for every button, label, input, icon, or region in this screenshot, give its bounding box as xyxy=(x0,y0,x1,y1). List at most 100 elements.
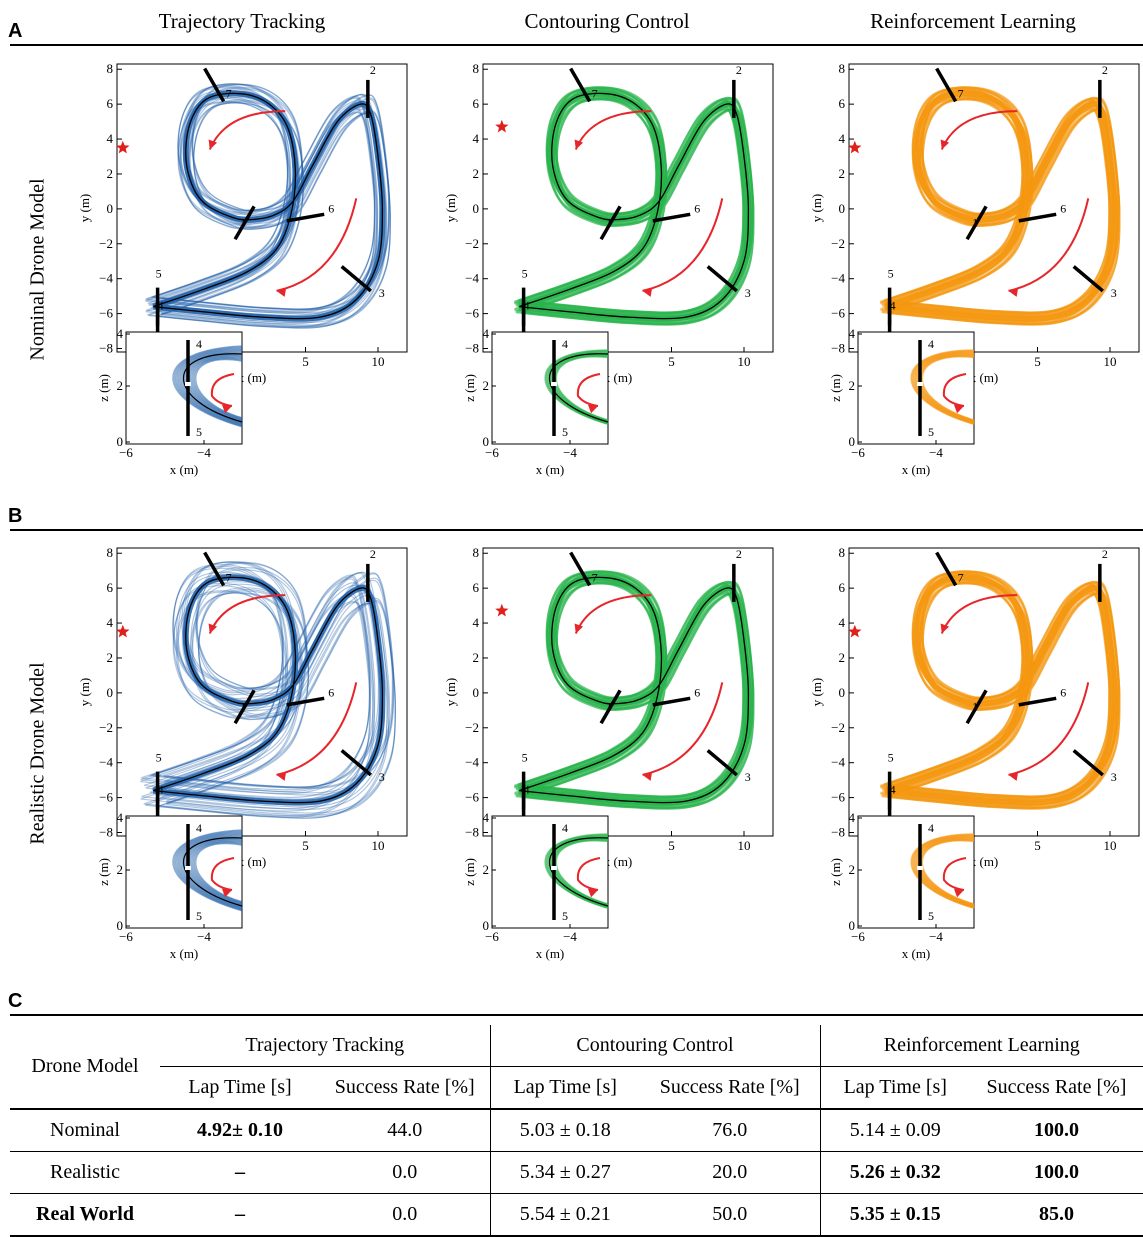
x-axis-label: x (m) xyxy=(604,854,633,869)
inset-y-tick-label: 2 xyxy=(849,378,856,393)
inset-x-tick-label: −4 xyxy=(929,445,943,460)
y-axis-label: y (m) xyxy=(443,678,458,707)
gate-marker xyxy=(1072,749,1104,777)
trajectory-bundle xyxy=(513,570,755,810)
header-drone-model: Drone Model xyxy=(31,1055,139,1077)
direction-arrow-icon xyxy=(642,682,724,776)
y-tick-label: 6 xyxy=(107,580,114,595)
start-star-icon xyxy=(848,140,862,154)
inset-reference-line xyxy=(183,353,243,423)
inset-gate-gap xyxy=(185,866,191,870)
column-title-contouring: Contouring Control xyxy=(524,9,690,33)
gate-marker xyxy=(965,689,988,725)
gate-marker xyxy=(1018,212,1057,223)
inset-y-tick-label: 0 xyxy=(849,918,856,933)
x-axis-label: x (m) xyxy=(238,854,267,869)
inset-reference-line xyxy=(549,353,609,423)
table-cell: 5.03 ± 0.18 xyxy=(489,1109,640,1152)
start-star-icon xyxy=(848,624,862,638)
direction-arrow-icon xyxy=(208,110,286,150)
trajectory-line xyxy=(159,84,390,311)
inset-y-axis-label: z (m) xyxy=(96,858,111,886)
table-cell: 44.0 xyxy=(387,1119,423,1141)
gate-label: 7 xyxy=(226,570,232,584)
main-axes-frame xyxy=(848,547,1140,837)
x-tick-label: 5 xyxy=(302,354,309,369)
gate-marker xyxy=(203,67,226,103)
y-tick-label: −4 xyxy=(99,271,113,286)
y-tick-label: 6 xyxy=(107,96,114,111)
y-tick-label: −2 xyxy=(99,236,113,251)
inset-x-tick-label: −4 xyxy=(929,929,943,944)
inset-y-tick-label: 0 xyxy=(483,918,490,933)
x-axis-label: x (m) xyxy=(604,370,633,385)
trajectory-line xyxy=(163,561,394,789)
inset-x-axis-label: x (m) xyxy=(536,462,565,477)
y-tick-label: −4 xyxy=(831,755,845,770)
y-tick-label: −6 xyxy=(99,306,113,321)
gate-marker xyxy=(965,205,988,241)
trajectory-mean xyxy=(518,574,752,806)
start-star-icon xyxy=(116,140,130,154)
column-title-rl: Reinforcement Learning xyxy=(870,9,1076,33)
y-tick-label: 0 xyxy=(473,201,480,216)
inset-y-tick-label: 0 xyxy=(117,434,124,449)
y-tick-label: 6 xyxy=(839,96,846,111)
start-star-icon xyxy=(495,119,509,133)
trajectory-line xyxy=(149,561,380,789)
arrow-head-icon xyxy=(642,772,653,781)
table-cell: – xyxy=(235,1161,245,1183)
gate-marker xyxy=(340,265,372,293)
inset-y-tick-label: 2 xyxy=(117,378,124,393)
gate-label: 2 xyxy=(1102,547,1108,561)
y-tick-label: −2 xyxy=(831,236,845,251)
gate-label: 4 xyxy=(158,783,164,797)
gate-label: 4 xyxy=(196,337,202,351)
direction-arrow-icon xyxy=(642,198,724,292)
inset-direction-arrow-icon xyxy=(210,857,235,891)
gate-label: 4 xyxy=(562,821,568,835)
y-tick-label: 2 xyxy=(473,166,480,181)
gate-label: 5 xyxy=(156,267,162,281)
gate-label: 2 xyxy=(370,547,376,561)
trajectory-line xyxy=(160,101,391,328)
trajectory-line xyxy=(141,564,371,791)
gate-label: 1 xyxy=(240,699,246,713)
gate-marker xyxy=(286,696,325,707)
header-group-tracking: Trajectory Tracking xyxy=(160,1025,490,1067)
x-tick-label: 10 xyxy=(372,838,385,853)
inset-y-tick-label: 2 xyxy=(483,862,490,877)
gate-label: 5 xyxy=(888,267,894,281)
gate-label: 7 xyxy=(592,86,598,100)
trajectory-bundle xyxy=(145,83,391,329)
y-tick-label: −8 xyxy=(99,825,113,840)
gate-marker xyxy=(569,551,592,587)
x-tick-label: 10 xyxy=(1104,838,1117,853)
header-success-rate: Success Rate [%] xyxy=(986,1076,1127,1098)
table-cell: 4.92± 0.10 xyxy=(197,1119,283,1141)
column-title-tracking: Trajectory Tracking xyxy=(158,9,326,33)
arrow-head-icon xyxy=(588,888,598,898)
inset-x-tick-label: −6 xyxy=(851,929,865,944)
inset-gate-gap xyxy=(185,382,191,386)
gate-label: 2 xyxy=(1102,63,1108,77)
y-tick-label: −2 xyxy=(465,236,479,251)
trajectory-mean xyxy=(884,90,1118,322)
gate-label: 1 xyxy=(972,215,978,229)
y-tick-label: 8 xyxy=(839,61,846,76)
reference-line xyxy=(519,576,750,804)
gate-label: 4 xyxy=(196,821,202,835)
gate-label: 4 xyxy=(890,783,896,797)
gate-marker xyxy=(652,212,691,223)
reference-line xyxy=(153,576,384,804)
y-tick-label: 4 xyxy=(107,131,114,146)
y-tick-label: 0 xyxy=(473,685,480,700)
inset-y-tick-label: 4 xyxy=(483,810,490,825)
header-lap-time: Lap Time [s] xyxy=(188,1076,292,1098)
inset-x-tick-label: −4 xyxy=(563,445,577,460)
trajectory-line xyxy=(145,84,376,312)
arrow-head-icon xyxy=(940,623,950,634)
header-group-contouring: Contouring Control xyxy=(489,1025,820,1067)
